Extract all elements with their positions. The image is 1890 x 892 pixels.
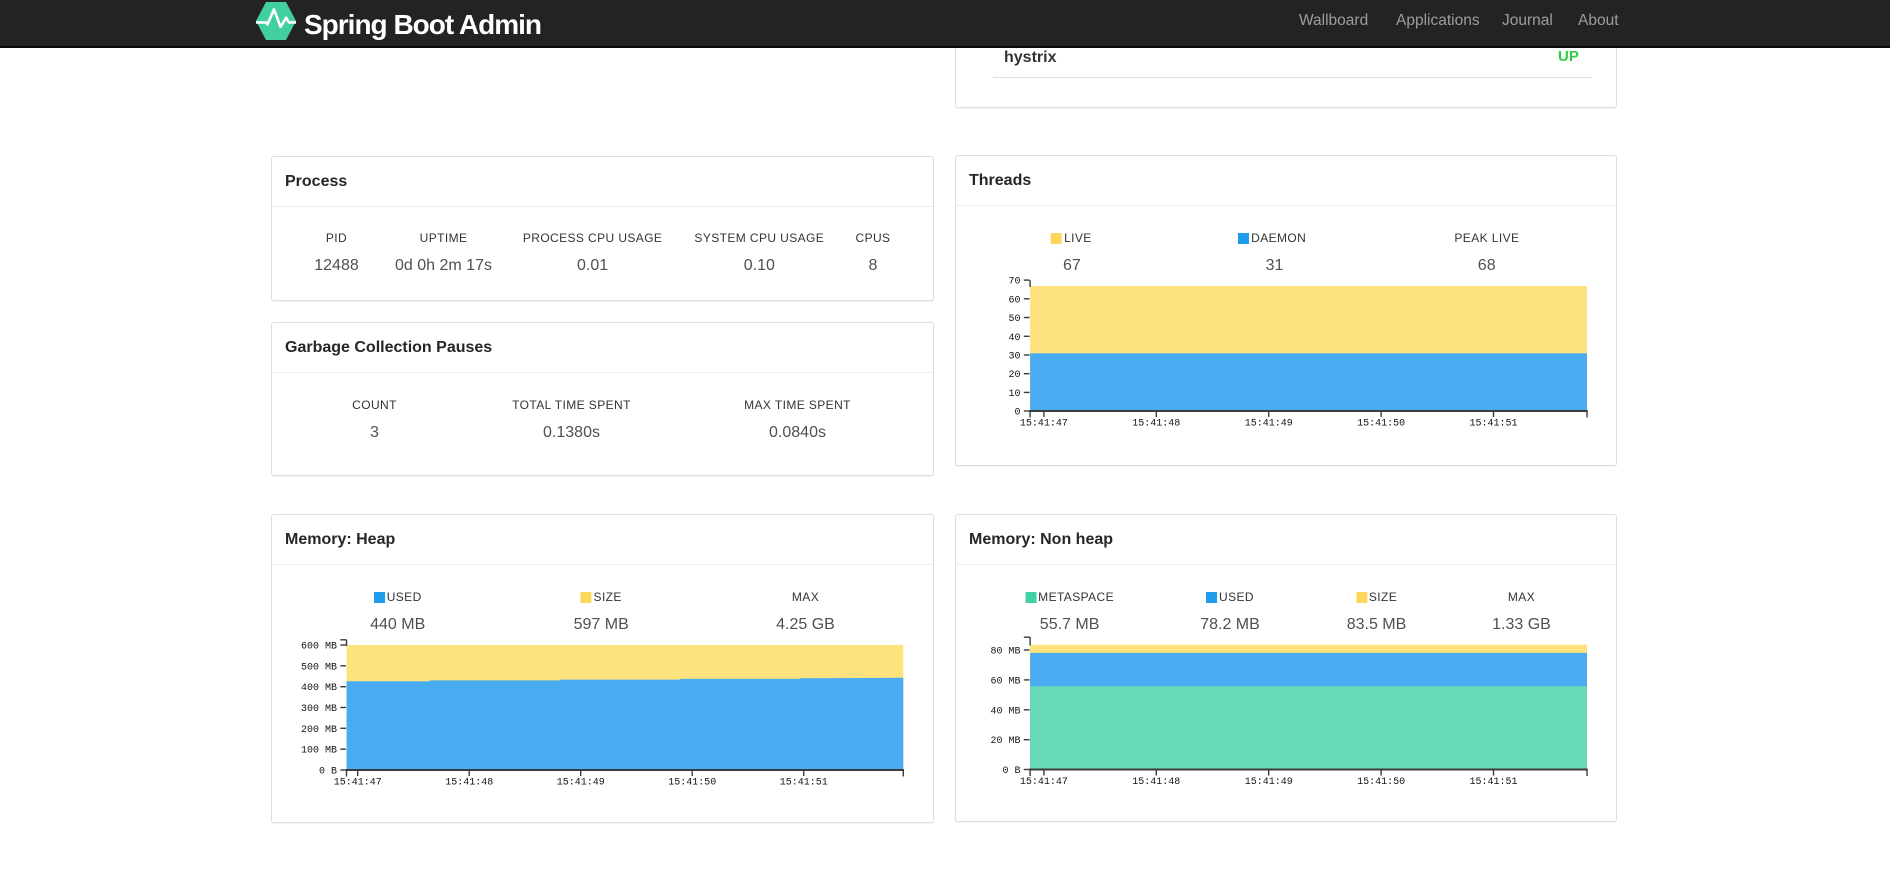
svg-text:15:41:51: 15:41:51 xyxy=(780,778,828,789)
svg-text:10: 10 xyxy=(1008,389,1020,400)
svg-text:15:41:50: 15:41:50 xyxy=(668,778,716,789)
svg-text:50: 50 xyxy=(1008,314,1020,325)
svg-text:15:41:49: 15:41:49 xyxy=(557,778,605,789)
svg-text:60 MB: 60 MB xyxy=(990,676,1020,687)
svg-text:0 B: 0 B xyxy=(1002,766,1020,777)
svg-text:15:41:48: 15:41:48 xyxy=(445,778,493,789)
svg-text:0 B: 0 B xyxy=(319,767,337,778)
svg-text:300 MB: 300 MB xyxy=(301,704,337,715)
svg-text:20 MB: 20 MB xyxy=(990,736,1020,747)
svg-text:80 MB: 80 MB xyxy=(990,647,1020,658)
svg-text:15:41:49: 15:41:49 xyxy=(1245,419,1293,430)
svg-text:15:41:50: 15:41:50 xyxy=(1357,777,1405,788)
svg-text:15:41:48: 15:41:48 xyxy=(1132,419,1180,430)
svg-text:15:41:50: 15:41:50 xyxy=(1357,419,1405,430)
svg-text:0: 0 xyxy=(1014,408,1020,419)
svg-text:15:41:47: 15:41:47 xyxy=(1020,777,1068,788)
svg-text:15:41:47: 15:41:47 xyxy=(1020,419,1068,430)
svg-text:100 MB: 100 MB xyxy=(301,746,337,757)
svg-text:30: 30 xyxy=(1008,352,1020,363)
svg-text:15:41:51: 15:41:51 xyxy=(1469,777,1517,788)
svg-text:20: 20 xyxy=(1008,370,1020,381)
svg-text:500 MB: 500 MB xyxy=(301,662,337,673)
svg-text:200 MB: 200 MB xyxy=(301,725,337,736)
svg-text:60: 60 xyxy=(1008,295,1020,306)
svg-text:600 MB: 600 MB xyxy=(301,642,337,653)
svg-text:15:41:47: 15:41:47 xyxy=(334,778,382,789)
svg-text:15:41:51: 15:41:51 xyxy=(1469,419,1517,430)
svg-text:15:41:48: 15:41:48 xyxy=(1132,777,1180,788)
svg-text:40 MB: 40 MB xyxy=(990,706,1020,717)
svg-text:400 MB: 400 MB xyxy=(301,683,337,694)
svg-text:40: 40 xyxy=(1008,333,1020,344)
svg-text:70: 70 xyxy=(1008,277,1020,288)
svg-text:15:41:49: 15:41:49 xyxy=(1245,777,1293,788)
